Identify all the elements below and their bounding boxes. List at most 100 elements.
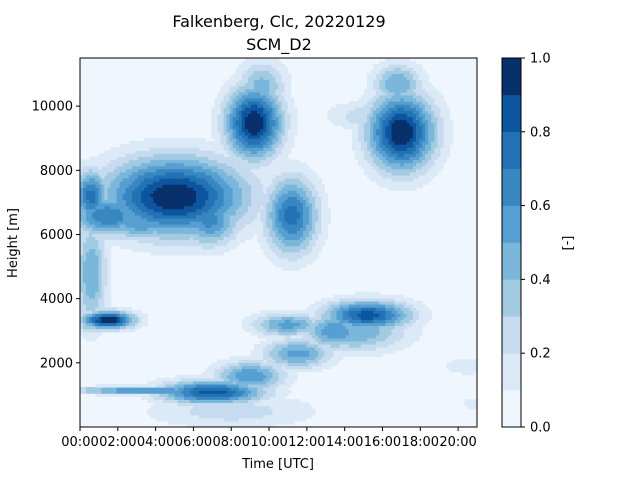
contour-cell: [153, 396, 157, 400]
contour-cell: [290, 128, 295, 133]
contour-cell: [293, 264, 298, 268]
contour-cell: [159, 193, 164, 197]
contour-cell: [260, 202, 264, 207]
contour-cell: [229, 76, 234, 81]
contour-cell: [266, 350, 270, 354]
contour-cell: [238, 417, 243, 422]
contour-cell: [272, 347, 277, 351]
contour-cell: [284, 181, 289, 185]
contour-cell: [147, 239, 151, 244]
contour-cell: [220, 365, 225, 370]
contour-cell: [238, 177, 243, 182]
contour-cell: [192, 220, 197, 225]
contour-cell: [162, 217, 167, 222]
contour-cell: [232, 217, 237, 222]
contour-cell: [278, 217, 283, 222]
contour-cell: [86, 322, 90, 327]
contour-cell: [220, 159, 225, 164]
contour-cell: [305, 405, 310, 410]
contour-cell: [275, 316, 280, 320]
contour-cell: [232, 362, 237, 367]
contour-cell: [189, 423, 194, 428]
contour-cell: [95, 230, 99, 234]
contour-cell: [238, 110, 243, 114]
contour-cell: [110, 224, 115, 228]
contour-cell: [189, 174, 194, 179]
contour-cell: [162, 233, 167, 237]
contour-cell: [290, 417, 295, 422]
contour-cell: [238, 396, 243, 400]
contour-cell: [186, 230, 191, 234]
contour-cell: [217, 177, 222, 182]
contour-cell: [92, 304, 96, 308]
contour-cell: [177, 137, 182, 142]
contour-cell: [199, 411, 203, 416]
contour-cell: [260, 239, 264, 244]
contour-cell: [125, 322, 130, 327]
contour-cell: [229, 171, 234, 176]
contour-cell: [278, 107, 283, 111]
contour-cell: [296, 239, 301, 244]
contour-cell: [302, 205, 307, 210]
contour-cell: [263, 137, 267, 142]
contour-cell: [263, 408, 267, 413]
contour-cell: [162, 239, 167, 244]
contour-cell: [257, 58, 261, 62]
contour-cell: [260, 347, 264, 351]
contour-cell: [159, 147, 164, 151]
contour-cell: [238, 67, 243, 71]
contour-cell: [86, 248, 90, 253]
contour-cell: [266, 168, 270, 173]
contour-cell: [299, 168, 304, 173]
contour-cell: [104, 300, 109, 305]
contour-cell: [107, 236, 112, 241]
contour-cell: [214, 423, 219, 428]
contour-cell: [80, 300, 84, 305]
contour-cell: [180, 174, 185, 179]
contour-cell: [122, 202, 127, 207]
contour-cell: [241, 156, 246, 161]
contour-cell: [156, 236, 160, 241]
contour-cell: [287, 356, 292, 360]
contour-cell: [80, 239, 84, 244]
contour-cell: [269, 319, 273, 324]
contour-cell: [153, 181, 157, 185]
contour-cell: [257, 147, 261, 151]
contour-cell: [220, 134, 225, 139]
contour-cell: [241, 165, 246, 170]
contour-cell: [275, 359, 280, 364]
contour-cell: [134, 171, 139, 176]
contour-cell: [260, 91, 264, 96]
contour-cell: [101, 276, 106, 280]
contour-cell: [287, 76, 292, 81]
contour-cell: [254, 97, 258, 102]
contour-cell: [141, 224, 145, 228]
contour-cell: [211, 171, 215, 176]
contour-cell: [284, 316, 289, 320]
contour-cell: [275, 159, 280, 164]
contour-cell: [95, 245, 99, 250]
contour-cell: [281, 181, 286, 185]
contour-cell: [211, 119, 215, 124]
contour-cell: [116, 319, 121, 324]
contour-cell: [302, 414, 307, 419]
contour-cell: [272, 337, 277, 342]
contour-cell: [244, 408, 249, 413]
contour-cell: [119, 307, 124, 311]
contour-cell: [86, 177, 90, 182]
contour-cell: [119, 162, 124, 167]
contour-cell: [153, 248, 157, 253]
contour-cell: [287, 82, 292, 87]
contour-cell: [189, 177, 194, 182]
contour-cell: [128, 177, 133, 182]
contour-cell: [272, 110, 277, 114]
contour-cell: [125, 187, 130, 191]
contour-cell: [226, 211, 231, 216]
contour-cell: [186, 177, 191, 182]
contour-cell: [272, 322, 277, 327]
contour-cell: [95, 168, 99, 173]
contour-cell: [281, 147, 286, 151]
contour-cell: [138, 325, 142, 330]
contour-cell: [220, 202, 225, 207]
contour-cell: [122, 174, 127, 179]
